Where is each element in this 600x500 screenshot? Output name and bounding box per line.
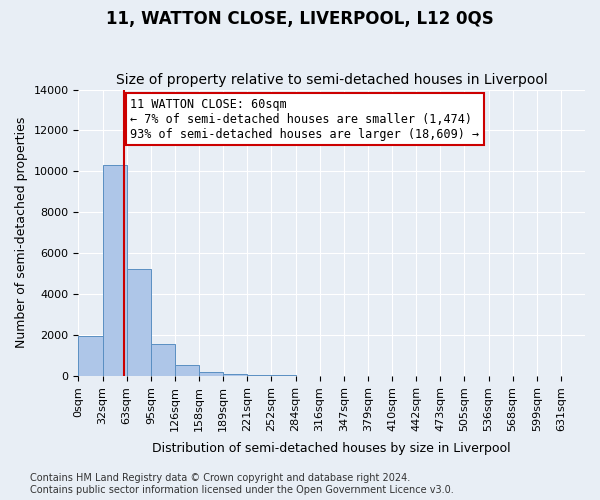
Bar bbox=[151, 344, 175, 376]
Bar bbox=[127, 268, 151, 376]
Bar bbox=[79, 336, 103, 376]
Text: Contains HM Land Registry data © Crown copyright and database right 2024.
Contai: Contains HM Land Registry data © Crown c… bbox=[30, 474, 454, 495]
Bar bbox=[199, 372, 223, 376]
Text: 11, WATTON CLOSE, LIVERPOOL, L12 0QS: 11, WATTON CLOSE, LIVERPOOL, L12 0QS bbox=[106, 10, 494, 28]
Y-axis label: Number of semi-detached properties: Number of semi-detached properties bbox=[15, 117, 28, 348]
Bar bbox=[247, 375, 271, 376]
Bar bbox=[223, 374, 247, 376]
Text: 11 WATTON CLOSE: 60sqm
← 7% of semi-detached houses are smaller (1,474)
93% of s: 11 WATTON CLOSE: 60sqm ← 7% of semi-deta… bbox=[130, 98, 479, 140]
X-axis label: Distribution of semi-detached houses by size in Liverpool: Distribution of semi-detached houses by … bbox=[152, 442, 511, 455]
Bar bbox=[175, 365, 199, 376]
Bar bbox=[103, 166, 127, 376]
Title: Size of property relative to semi-detached houses in Liverpool: Size of property relative to semi-detach… bbox=[116, 73, 548, 87]
